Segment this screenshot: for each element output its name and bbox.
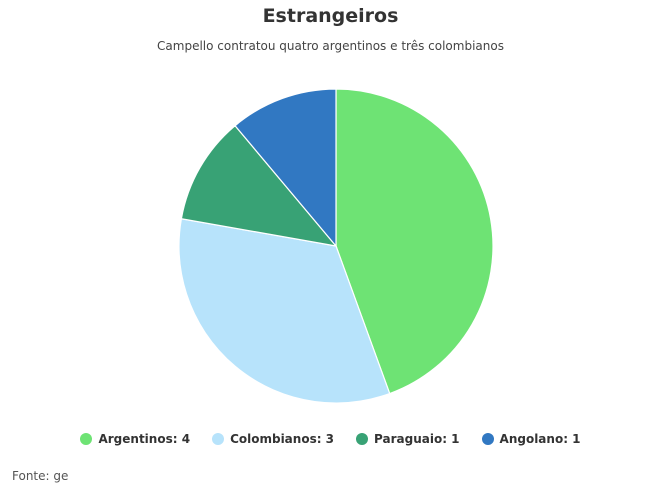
legend-swatch-angolano bbox=[481, 433, 494, 445]
legend-item-angolano[interactable]: Angolano: 1 bbox=[481, 432, 581, 446]
pie-slice-argentinos[interactable] bbox=[335, 88, 494, 395]
chart-subtitle: Campello contratou quatro argentinos e t… bbox=[157, 39, 504, 53]
pie-slice-colombianos[interactable] bbox=[178, 218, 391, 404]
chart-title: Estrangeiros bbox=[262, 5, 399, 27]
pie-slice-angolano[interactable] bbox=[234, 88, 337, 247]
legend-swatch-argentinos bbox=[80, 433, 93, 445]
legend-swatch-colombianos bbox=[212, 433, 225, 445]
legend-item-paraguaio[interactable]: Paraguaio: 1 bbox=[356, 432, 460, 446]
legend-label-angolano: Angolano: 1 bbox=[499, 432, 581, 446]
legend-item-argentinos[interactable]: Argentinos: 4 bbox=[80, 432, 190, 446]
legend-item-colombianos[interactable]: Colombianos: 3 bbox=[212, 432, 334, 446]
legend-label-argentinos: Argentinos: 4 bbox=[98, 432, 191, 446]
chart-legend: Argentinos: 4 Colombianos: 3 Paraguaio: … bbox=[0, 429, 661, 449]
pie-slice-paraguaio[interactable] bbox=[180, 125, 337, 247]
legend-label-colombianos: Colombianos: 3 bbox=[230, 432, 335, 446]
legend-label-paraguaio: Paraguaio: 1 bbox=[374, 432, 460, 446]
legend-swatch-paraguaio bbox=[356, 433, 369, 445]
chart-source: Fonte: ge bbox=[12, 469, 69, 483]
